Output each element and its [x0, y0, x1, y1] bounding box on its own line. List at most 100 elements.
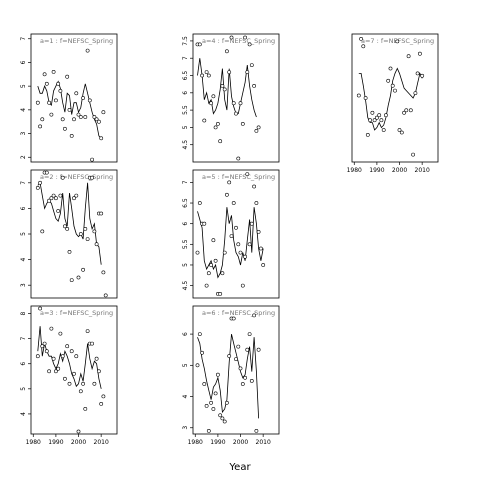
- data-point: [92, 381, 97, 386]
- data-point: [413, 91, 418, 96]
- y-tick-label: 4: [20, 258, 27, 262]
- data-point: [240, 283, 245, 288]
- data-point: [90, 175, 95, 180]
- data-point: [395, 39, 400, 44]
- y-tick-label: 3: [182, 426, 189, 430]
- data-point: [195, 363, 200, 368]
- y-tick-label: 5: [182, 263, 189, 267]
- data-point: [99, 211, 104, 216]
- data-point: [101, 270, 106, 275]
- data-point: [97, 119, 101, 124]
- y-tick-label: 5.5: [182, 105, 189, 115]
- y-tick-label: 6: [182, 332, 189, 336]
- data-point: [56, 81, 61, 86]
- data-point: [381, 128, 386, 132]
- data-point: [383, 113, 388, 118]
- data-point: [245, 70, 250, 75]
- data-point: [245, 347, 250, 352]
- data-point: [83, 226, 88, 231]
- data-point: [252, 84, 257, 88]
- data-point: [72, 371, 76, 376]
- data-point: [69, 278, 74, 283]
- data-point: [40, 344, 45, 349]
- data-point: [256, 229, 261, 234]
- data-point: [227, 70, 232, 75]
- data-point: [243, 254, 248, 259]
- data-point: [47, 198, 52, 203]
- data-point: [35, 185, 40, 190]
- data-point: [256, 347, 261, 352]
- data-point: [47, 100, 52, 105]
- data-point: [209, 400, 214, 405]
- data-point: [252, 184, 257, 189]
- panel-2: a=2 : f=NEFSC_Spring 3 4 5 6 7: [20, 169, 118, 299]
- series-line: [37, 80, 102, 139]
- data-point: [40, 117, 45, 122]
- data-point: [227, 180, 232, 185]
- data-point: [42, 72, 47, 77]
- data-point: [229, 35, 234, 40]
- y-tick-label: 6: [182, 91, 189, 95]
- data-point: [58, 193, 63, 198]
- data-point: [83, 406, 88, 411]
- data-point: [94, 356, 99, 361]
- y-tick-label: 3: [20, 131, 27, 135]
- panel-frame: [30, 33, 118, 163]
- data-point: [238, 250, 243, 255]
- data-point: [218, 139, 223, 144]
- data-point: [204, 283, 209, 288]
- data-point: [388, 66, 393, 71]
- x-tick-label: 1990: [210, 439, 225, 446]
- data-point: [408, 108, 413, 113]
- data-point: [220, 271, 225, 276]
- data-point: [72, 117, 76, 122]
- data-point: [247, 242, 252, 247]
- series-line: [197, 207, 264, 279]
- data-point: [206, 73, 211, 78]
- panel-title: a=5 : f=NEFSC_Spring: [202, 173, 275, 181]
- data-point: [65, 74, 70, 79]
- data-point: [240, 382, 245, 386]
- series-line: [197, 58, 257, 118]
- data-point: [76, 429, 81, 434]
- data-point: [361, 44, 366, 49]
- data-point: [222, 419, 227, 424]
- data-point: [54, 196, 58, 201]
- data-point: [402, 110, 407, 115]
- data-point: [222, 87, 227, 92]
- data-point: [224, 400, 229, 405]
- data-point: [258, 246, 263, 251]
- series-line: [197, 334, 259, 419]
- data-point: [60, 117, 65, 122]
- data-point: [54, 369, 58, 374]
- data-point: [240, 122, 245, 126]
- data-point: [231, 201, 236, 205]
- data-point: [254, 128, 259, 133]
- data-point: [245, 172, 250, 177]
- data-point: [202, 382, 207, 386]
- data-point: [51, 356, 56, 361]
- data-point: [99, 136, 104, 141]
- data-point: [78, 115, 83, 119]
- data-point: [231, 316, 236, 321]
- data-point: [197, 42, 202, 47]
- y-tick-label: 7: [20, 181, 27, 185]
- data-point: [377, 113, 382, 118]
- data-point: [40, 229, 45, 234]
- data-point: [63, 126, 67, 131]
- panel-title: a=1 : f=NEFSC_Spring: [40, 37, 113, 45]
- data-point: [229, 234, 234, 239]
- panel-frame: [30, 169, 118, 299]
- data-point: [370, 110, 375, 115]
- x-axis-label: Year: [228, 462, 251, 473]
- panel-title: a=4 : f=NEFSC_Spring: [202, 37, 275, 45]
- data-point: [372, 118, 377, 123]
- data-point: [249, 378, 254, 383]
- data-point: [252, 313, 257, 318]
- data-point: [356, 93, 361, 98]
- data-point: [69, 349, 74, 354]
- y-tick-label: 4.5: [182, 281, 189, 291]
- data-point: [83, 115, 88, 119]
- data-point: [49, 326, 54, 331]
